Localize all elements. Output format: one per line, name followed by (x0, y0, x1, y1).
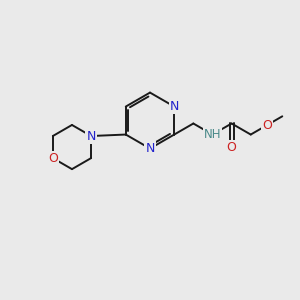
Text: N: N (145, 142, 155, 155)
Text: O: O (48, 152, 58, 165)
Text: NH: NH (204, 128, 221, 141)
Text: O: O (227, 141, 236, 154)
Text: O: O (262, 119, 272, 132)
Text: N: N (86, 130, 96, 142)
Text: N: N (169, 100, 179, 113)
